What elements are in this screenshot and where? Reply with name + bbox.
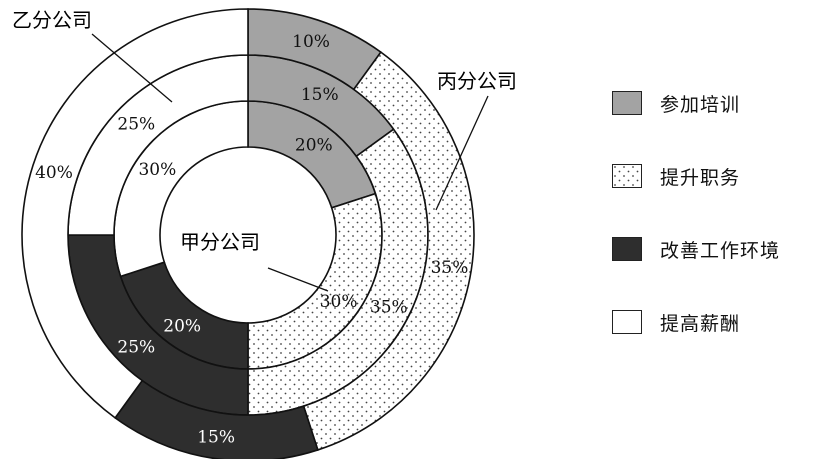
slice-label-bing-1: 35%	[431, 258, 469, 278]
legend-label-promotion: 提升职务	[660, 166, 741, 189]
legend-item-environment: 改善工作环境	[612, 234, 812, 264]
yi-label: 乙分公司	[12, 8, 92, 32]
legend-swatch-training	[612, 91, 642, 115]
chart-slices	[21, 8, 475, 459]
legend: 参加培训 提升职务 改善工作环境 提高薪酬	[612, 88, 812, 380]
annotation-jia: 甲分公司	[180, 230, 329, 292]
slice-label-bing-2: 15%	[197, 427, 235, 447]
slice-label-jia-3: 30%	[138, 160, 176, 180]
legend-item-training: 参加培训	[612, 88, 812, 118]
bing-label: 丙分公司	[437, 69, 517, 93]
legend-label-environment: 改善工作环境	[660, 239, 781, 262]
slice-label-jia-1: 30%	[320, 292, 358, 312]
slice-label-yi-2: 25%	[117, 338, 155, 358]
legend-item-promotion: 提升职务	[612, 161, 812, 191]
legend-swatch-promotion	[612, 164, 642, 188]
slice-label-jia-0: 20%	[295, 135, 333, 155]
legend-swatch-environment	[612, 237, 642, 261]
legend-swatch-salary	[612, 310, 642, 334]
legend-label-salary: 提高薪酬	[660, 312, 741, 335]
jia-label: 甲分公司	[180, 230, 260, 254]
slice-label-jia-2: 20%	[163, 317, 201, 337]
annotation-bing: 丙分公司	[435, 69, 517, 211]
bing-leader-line	[435, 95, 489, 211]
slice-labels: 20% 30% 20% 30% 15% 35% 25% 25% 10% 35% 15% 40%	[35, 32, 468, 448]
legend-label-training: 参加培训	[660, 93, 741, 116]
slice-label-bing-0: 10%	[292, 32, 330, 52]
slice-label-yi-3: 25%	[117, 114, 155, 134]
slice-bing-3	[21, 8, 249, 419]
jia-leader-line	[267, 267, 329, 292]
annotation-yi: 乙分公司	[12, 8, 173, 103]
slice-label-bing-3: 40%	[35, 163, 73, 183]
legend-item-salary: 提高薪酬	[612, 307, 812, 337]
yi-leader-line	[91, 33, 173, 103]
slice-label-yi-1: 35%	[370, 298, 408, 318]
donut-chart: 20% 30% 20% 30% 15% 35% 25% 25% 10% 35% 15% 40% 甲分公…	[12, 8, 517, 459]
slice-label-yi-0: 15%	[301, 85, 339, 105]
